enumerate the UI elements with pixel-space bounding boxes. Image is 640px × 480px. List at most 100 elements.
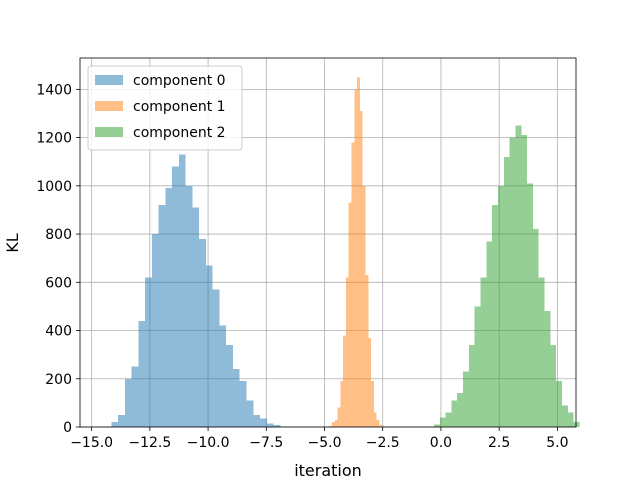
histogram-bar <box>145 277 152 427</box>
histogram-bar <box>357 77 360 427</box>
histogram-bar <box>239 381 247 427</box>
histogram-bar <box>331 422 335 427</box>
histogram-bar <box>172 166 179 427</box>
y-tick-label: 600 <box>45 275 72 291</box>
histogram-bar <box>573 422 580 427</box>
legend-label: component 1 <box>133 99 226 115</box>
histogram-bar <box>474 306 481 427</box>
histogram-bar <box>359 111 363 427</box>
histogram-bar <box>503 156 510 427</box>
legend: component 0 component 1 component 2 <box>87 65 243 151</box>
histogram-bar <box>226 345 233 427</box>
histogram-bar <box>521 135 528 428</box>
x-tick-label: 2.5 <box>488 435 510 451</box>
series-2 <box>433 125 580 428</box>
histogram-bar <box>544 311 551 427</box>
y-tick-label: 1000 <box>36 179 72 195</box>
histogram-bar <box>365 275 369 427</box>
histogram-bar <box>124 378 132 427</box>
histogram-bars <box>111 77 580 428</box>
histogram-bar <box>345 277 349 427</box>
x-tick-label: −2.5 <box>366 435 400 451</box>
histogram-bar <box>515 125 522 427</box>
histogram-bar <box>111 422 119 427</box>
histogram-bar <box>178 154 186 427</box>
x-axis-label: iteration <box>294 461 362 480</box>
histogram-bar <box>371 381 374 427</box>
histogram-bar <box>509 137 516 427</box>
histogram-bar <box>457 393 464 427</box>
histogram-bar <box>486 241 493 427</box>
histogram-bar <box>329 425 332 427</box>
legend-label: component 0 <box>133 73 226 89</box>
histogram-bar <box>158 205 166 427</box>
x-tick-label: −7.5 <box>249 435 283 451</box>
histogram-bar <box>562 405 568 427</box>
y-axis: 0 200 400 600 800 1000 1200 1400 <box>36 82 80 436</box>
x-tick-label: −12.5 <box>128 435 171 451</box>
histogram-bar <box>379 425 383 427</box>
histogram-bar <box>118 414 125 427</box>
histogram-bar <box>376 419 380 427</box>
y-tick-label: 800 <box>45 227 72 243</box>
histogram-bar <box>192 207 200 427</box>
histogram-bar <box>445 412 452 427</box>
legend-box <box>87 65 243 151</box>
histogram-bar <box>354 89 358 428</box>
x-tick-label: −10.0 <box>187 435 230 451</box>
y-tick-label: 1200 <box>36 131 72 147</box>
histogram-bar <box>212 289 220 427</box>
histogram-bar <box>538 277 545 427</box>
y-tick-label: 200 <box>45 372 72 388</box>
histogram-bar <box>433 424 440 427</box>
histogram-bar <box>199 238 206 427</box>
histogram-bar <box>253 414 261 427</box>
y-tick-label: 1400 <box>36 82 72 98</box>
legend-swatch <box>95 75 123 85</box>
y-tick-label: 400 <box>45 324 72 340</box>
x-tick-label: −15.0 <box>70 435 113 451</box>
histogram-bar <box>492 205 498 427</box>
x-tick-label: 5.0 <box>546 435 568 451</box>
histogram-bar <box>334 419 338 427</box>
legend-label: component 2 <box>133 125 226 141</box>
histogram-bar <box>337 407 341 427</box>
x-axis: −15.0 −12.5 −10.0 −7.5 −5.0 −2.5 0.0 2.5 5.0 <box>70 427 569 451</box>
histogram-bar <box>532 229 539 427</box>
legend-swatch <box>95 101 123 111</box>
histogram-bar <box>165 188 173 427</box>
histogram-bar <box>362 185 366 427</box>
histogram-bar <box>463 371 469 427</box>
histogram-bar <box>348 202 352 427</box>
histogram-bar <box>266 423 274 427</box>
axes-frame <box>79 57 577 428</box>
histogram-bar <box>343 335 346 427</box>
histogram-bar <box>373 412 377 427</box>
histogram-bar <box>368 337 372 427</box>
series-1 <box>329 77 383 428</box>
histogram-bar <box>273 425 281 427</box>
histogram-bar <box>468 345 475 427</box>
histogram-bar <box>480 277 487 427</box>
histogram-bar <box>205 265 213 427</box>
histogram-bar <box>260 418 267 427</box>
histogram-bar <box>527 183 533 427</box>
histogram-bar <box>232 369 240 427</box>
x-tick-label: −5.0 <box>308 435 342 451</box>
histogram-bar <box>497 185 504 427</box>
histogram-bar <box>556 381 563 427</box>
histogram-bar <box>451 400 458 427</box>
histogram-bar <box>246 400 254 427</box>
histogram-bar <box>219 325 227 427</box>
histogram-bar <box>340 381 344 427</box>
histogram-bar <box>439 417 446 427</box>
histogram-bar <box>185 185 193 427</box>
legend-swatch <box>95 127 123 137</box>
series-0 <box>111 154 288 427</box>
histogram-bar <box>138 320 146 427</box>
histogram-bar <box>131 366 139 427</box>
y-tick-label: 0 <box>63 420 72 436</box>
histogram-bar <box>351 142 355 428</box>
histogram-bar <box>550 345 557 427</box>
